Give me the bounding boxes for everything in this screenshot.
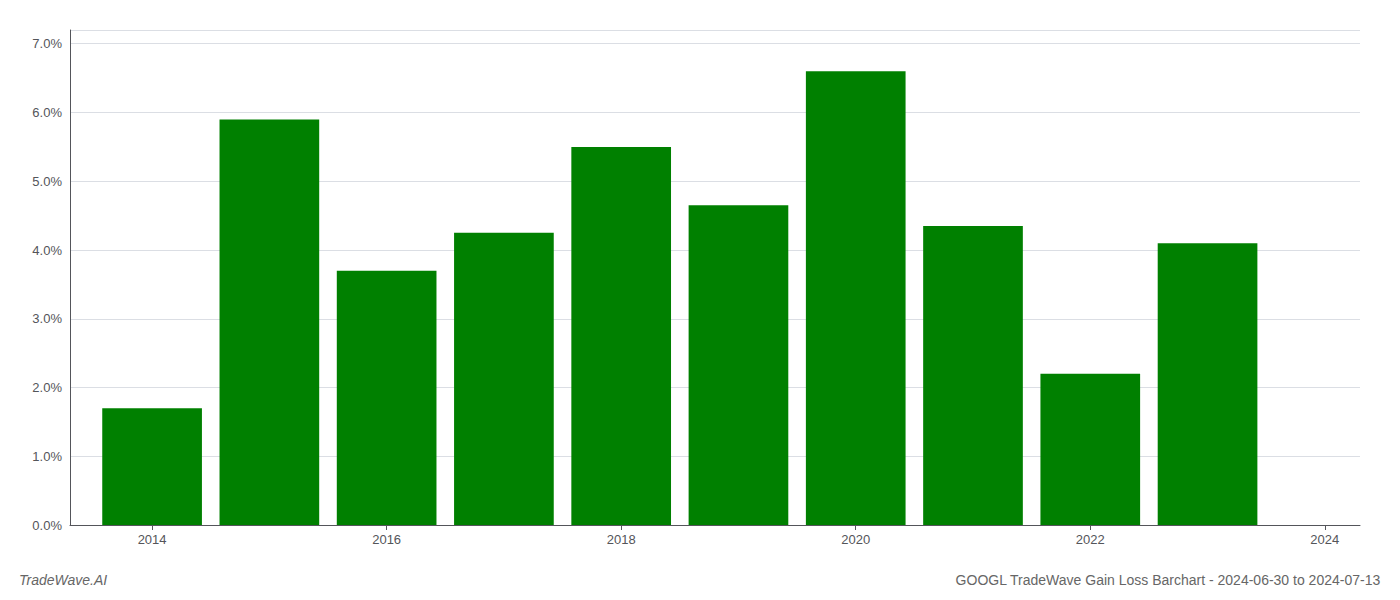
svg-text:5.0%: 5.0% bbox=[32, 174, 62, 189]
svg-text:6.0%: 6.0% bbox=[32, 105, 62, 120]
svg-text:2016: 2016 bbox=[372, 532, 401, 547]
svg-text:2018: 2018 bbox=[607, 532, 636, 547]
svg-text:4.0%: 4.0% bbox=[32, 243, 62, 258]
svg-text:TradeWave.AI: TradeWave.AI bbox=[19, 572, 107, 588]
svg-text:2020: 2020 bbox=[841, 532, 870, 547]
svg-text:2022: 2022 bbox=[1076, 532, 1105, 547]
svg-text:2.0%: 2.0% bbox=[32, 380, 62, 395]
svg-text:GOOGL TradeWave Gain Loss Barc: GOOGL TradeWave Gain Loss Barchart - 202… bbox=[956, 572, 1381, 588]
svg-text:0.0%: 0.0% bbox=[32, 518, 62, 533]
svg-text:2014: 2014 bbox=[138, 532, 167, 547]
svg-text:1.0%: 1.0% bbox=[32, 449, 62, 464]
svg-text:2024: 2024 bbox=[1310, 532, 1339, 547]
svg-text:7.0%: 7.0% bbox=[32, 36, 62, 51]
svg-text:3.0%: 3.0% bbox=[32, 311, 62, 326]
